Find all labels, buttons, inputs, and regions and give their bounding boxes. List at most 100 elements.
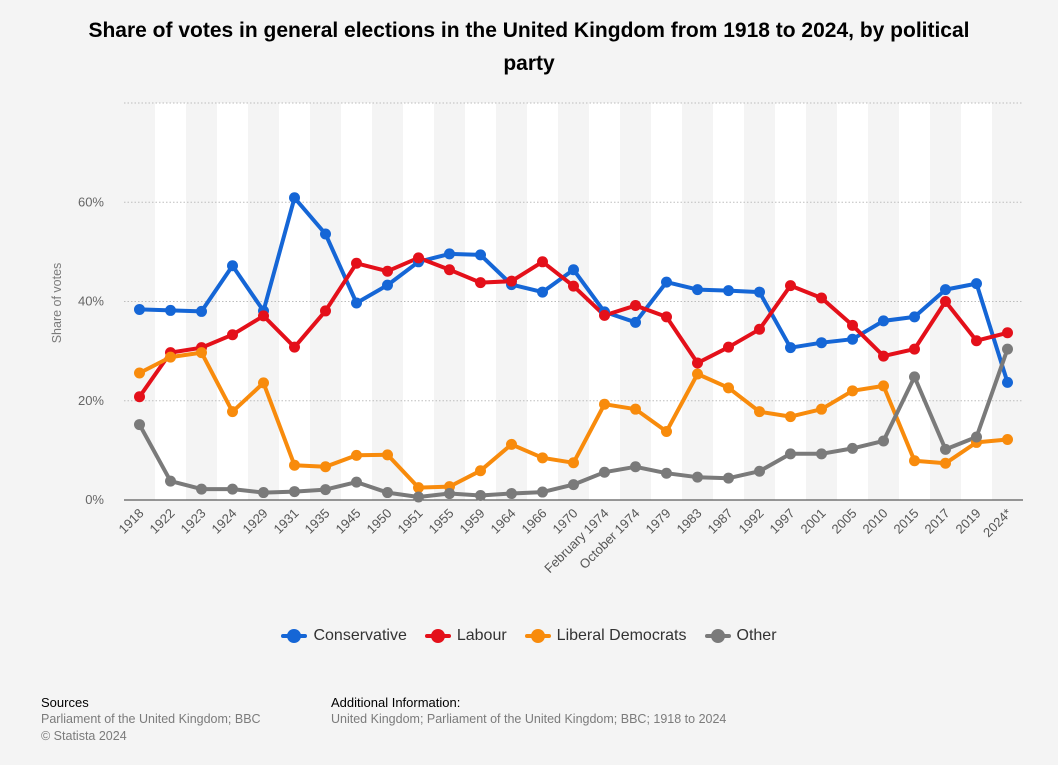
liberal-democrats-data-point[interactable] bbox=[630, 403, 641, 415]
other-data-point[interactable] bbox=[1002, 343, 1013, 355]
liberal-democrats-data-point[interactable] bbox=[134, 367, 145, 379]
labour-data-point[interactable] bbox=[692, 357, 703, 369]
liberal-democrats-data-point[interactable] bbox=[320, 461, 331, 473]
other-data-point[interactable] bbox=[196, 483, 207, 495]
other-data-point[interactable] bbox=[444, 488, 455, 500]
other-data-point[interactable] bbox=[227, 483, 238, 495]
labour-data-point[interactable] bbox=[413, 252, 424, 264]
legend-item-labour[interactable]: Labour bbox=[424, 627, 507, 645]
liberal-democrats-data-point[interactable] bbox=[165, 351, 176, 363]
conservative-data-point[interactable] bbox=[227, 260, 238, 272]
labour-data-point[interactable] bbox=[816, 292, 827, 304]
conservative-data-point[interactable] bbox=[723, 285, 734, 297]
other-data-point[interactable] bbox=[661, 467, 672, 479]
liberal-democrats-data-point[interactable] bbox=[568, 457, 579, 469]
labour-data-point[interactable] bbox=[227, 329, 238, 341]
liberal-democrats-data-point[interactable] bbox=[909, 455, 920, 467]
legend-item-conservative[interactable]: Conservative bbox=[281, 627, 407, 645]
other-data-point[interactable] bbox=[134, 419, 145, 431]
conservative-data-point[interactable] bbox=[692, 284, 703, 296]
other-data-point[interactable] bbox=[847, 442, 858, 454]
labour-data-point[interactable] bbox=[537, 256, 548, 268]
labour-data-point[interactable] bbox=[1002, 327, 1013, 339]
labour-data-point[interactable] bbox=[289, 341, 300, 353]
liberal-democrats-data-point[interactable] bbox=[878, 380, 889, 392]
conservative-data-point[interactable] bbox=[475, 249, 486, 261]
conservative-data-point[interactable] bbox=[537, 286, 548, 298]
labour-data-point[interactable] bbox=[878, 350, 889, 362]
liberal-democrats-data-point[interactable] bbox=[723, 382, 734, 394]
conservative-data-point[interactable] bbox=[444, 248, 455, 260]
liberal-democrats-data-point[interactable] bbox=[1002, 433, 1013, 445]
liberal-democrats-data-point[interactable] bbox=[599, 398, 610, 410]
conservative-data-point[interactable] bbox=[351, 297, 362, 309]
labour-data-point[interactable] bbox=[785, 280, 796, 292]
labour-data-point[interactable] bbox=[630, 299, 641, 311]
other-data-point[interactable] bbox=[909, 371, 920, 383]
conservative-data-point[interactable] bbox=[1002, 376, 1013, 388]
liberal-democrats-data-point[interactable] bbox=[816, 403, 827, 415]
other-data-point[interactable] bbox=[723, 472, 734, 484]
liberal-democrats-data-point[interactable] bbox=[754, 406, 765, 418]
conservative-data-point[interactable] bbox=[568, 264, 579, 276]
conservative-data-point[interactable] bbox=[909, 311, 920, 323]
liberal-democrats-data-point[interactable] bbox=[847, 385, 858, 397]
conservative-data-point[interactable] bbox=[196, 305, 207, 317]
conservative-data-point[interactable] bbox=[940, 284, 951, 296]
liberal-democrats-data-point[interactable] bbox=[475, 465, 486, 477]
conservative-data-point[interactable] bbox=[971, 278, 982, 290]
legend-item-liberal-democrats[interactable]: Liberal Democrats bbox=[524, 627, 687, 645]
liberal-democrats-data-point[interactable] bbox=[940, 457, 951, 469]
other-data-point[interactable] bbox=[878, 435, 889, 447]
other-data-point[interactable] bbox=[289, 486, 300, 498]
other-data-point[interactable] bbox=[537, 486, 548, 498]
conservative-data-point[interactable] bbox=[165, 304, 176, 316]
conservative-data-point[interactable] bbox=[878, 315, 889, 327]
liberal-democrats-data-point[interactable] bbox=[227, 406, 238, 418]
labour-data-point[interactable] bbox=[661, 311, 672, 323]
other-data-point[interactable] bbox=[940, 443, 951, 455]
other-data-point[interactable] bbox=[320, 484, 331, 496]
labour-data-point[interactable] bbox=[382, 265, 393, 277]
labour-data-point[interactable] bbox=[506, 275, 517, 287]
labour-data-point[interactable] bbox=[320, 305, 331, 317]
other-data-point[interactable] bbox=[258, 487, 269, 499]
conservative-data-point[interactable] bbox=[134, 303, 145, 315]
labour-data-point[interactable] bbox=[847, 319, 858, 331]
labour-data-point[interactable] bbox=[723, 341, 734, 353]
conservative-data-point[interactable] bbox=[661, 276, 672, 288]
conservative-data-point[interactable] bbox=[785, 342, 796, 354]
conservative-data-point[interactable] bbox=[754, 286, 765, 298]
liberal-democrats-data-point[interactable] bbox=[196, 347, 207, 359]
other-data-point[interactable] bbox=[630, 461, 641, 473]
other-data-point[interactable] bbox=[351, 476, 362, 488]
other-data-point[interactable] bbox=[692, 471, 703, 483]
labour-data-point[interactable] bbox=[258, 310, 269, 322]
conservative-data-point[interactable] bbox=[630, 316, 641, 328]
liberal-democrats-data-point[interactable] bbox=[289, 459, 300, 471]
labour-data-point[interactable] bbox=[971, 335, 982, 347]
liberal-democrats-data-point[interactable] bbox=[382, 449, 393, 461]
other-data-point[interactable] bbox=[475, 490, 486, 502]
labour-data-point[interactable] bbox=[351, 257, 362, 269]
liberal-democrats-data-point[interactable] bbox=[692, 368, 703, 380]
liberal-democrats-data-point[interactable] bbox=[506, 438, 517, 450]
labour-data-point[interactable] bbox=[754, 323, 765, 335]
labour-data-point[interactable] bbox=[909, 343, 920, 355]
other-data-point[interactable] bbox=[382, 487, 393, 499]
conservative-data-point[interactable] bbox=[816, 337, 827, 349]
other-data-point[interactable] bbox=[568, 479, 579, 491]
liberal-democrats-data-point[interactable] bbox=[413, 482, 424, 494]
liberal-democrats-data-point[interactable] bbox=[258, 377, 269, 389]
other-data-point[interactable] bbox=[599, 466, 610, 478]
other-data-point[interactable] bbox=[971, 431, 982, 443]
other-data-point[interactable] bbox=[413, 491, 424, 503]
liberal-democrats-data-point[interactable] bbox=[785, 411, 796, 423]
sources-text[interactable]: Parliament of the United Kingdom; BBC bbox=[41, 712, 261, 726]
conservative-data-point[interactable] bbox=[847, 333, 858, 345]
liberal-democrats-data-point[interactable] bbox=[537, 452, 548, 464]
labour-data-point[interactable] bbox=[475, 277, 486, 289]
conservative-data-point[interactable] bbox=[320, 228, 331, 240]
conservative-data-point[interactable] bbox=[382, 279, 393, 291]
labour-data-point[interactable] bbox=[940, 296, 951, 307]
